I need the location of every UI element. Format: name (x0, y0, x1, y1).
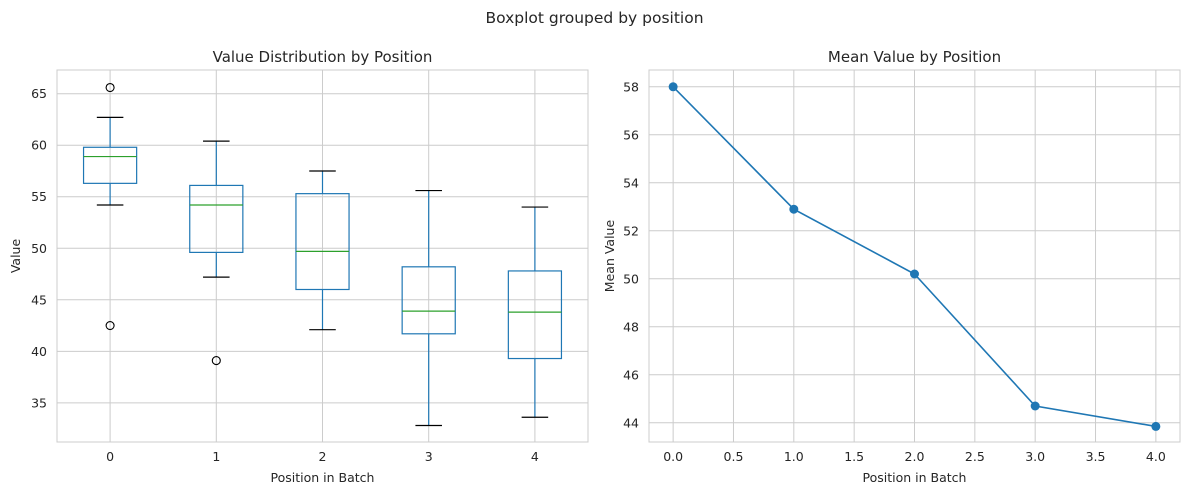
y-tick-label: 54 (623, 175, 639, 190)
iqr-box (507, 270, 563, 360)
y-tick-label: 40 (31, 344, 47, 359)
axes-frame (56, 69, 589, 443)
x-tick-label: 3 (425, 449, 433, 464)
y-tick-label: 45 (31, 292, 47, 307)
box-0 (82, 82, 138, 331)
y-axis-label: Value (8, 239, 23, 274)
x-tick-label: 4.0 (1146, 449, 1166, 464)
mean-point (1030, 401, 1040, 411)
outlier-point (211, 356, 221, 366)
iqr-box (295, 193, 350, 291)
x-tick-label: 1 (212, 449, 220, 464)
mean-point (668, 82, 678, 92)
y-tick-label: 50 (31, 241, 47, 256)
chart-title: Mean Value by Position (828, 48, 1001, 66)
mean-point (910, 269, 919, 279)
outlier-point (105, 321, 115, 331)
y-tick-label: 46 (623, 367, 639, 382)
y-tick-label: 65 (31, 86, 47, 101)
mean-point (1151, 421, 1161, 431)
x-axis-label: Position in Batch (863, 470, 967, 485)
y-tick-label: 44 (623, 415, 639, 430)
y-tick-label: 60 (31, 138, 47, 153)
x-tick-label: 1.5 (844, 449, 864, 464)
iqr-box (189, 184, 244, 253)
y-tick-label: 56 (623, 127, 639, 142)
iqr-box (401, 266, 456, 335)
x-tick-label: 1.0 (784, 449, 804, 464)
mean-line-panel: 0.0 0.5 1.0 1.5 2.0 2.5 3.0 3.5 4.0 44 46 48 50 52 54 5… (602, 48, 1181, 485)
box-1 (189, 140, 244, 366)
x-tick-label: 0.5 (724, 449, 744, 464)
chart-title: Value Distribution by Position (213, 48, 433, 66)
y-tick-label: 52 (623, 223, 639, 238)
iqr-box (82, 146, 138, 184)
x-tick-label: 2.0 (905, 449, 925, 464)
outlier-point (105, 82, 115, 93)
x-tick-label: 2 (319, 449, 327, 464)
x-tick-label: 0 (106, 449, 114, 464)
box-3 (401, 189, 456, 427)
x-tick-label: 0.0 (663, 449, 683, 464)
y-tick-label: 50 (623, 271, 639, 286)
mean-point (789, 204, 799, 214)
y-tick-label: 35 (31, 395, 47, 410)
axes-frame (648, 69, 1181, 443)
y-tick-label: 58 (623, 79, 639, 94)
x-axis-label: Position in Batch (271, 470, 375, 485)
x-tick-label: 4 (531, 449, 539, 464)
y-tick-label: 55 (31, 189, 47, 204)
x-tick-label: 2.5 (965, 449, 985, 464)
figure-suptitle: Boxplot grouped by position (485, 9, 703, 27)
y-axis-label: Mean Value (602, 220, 617, 293)
boxplot-panel: 0 1 2 3 4 35 40 45 50 55 60 65 Value Distribution by… (8, 48, 589, 485)
x-tick-label: 3.0 (1025, 449, 1045, 464)
y-tick-label: 48 (623, 319, 639, 334)
box-2 (295, 170, 350, 331)
x-tick-label: 3.5 (1086, 449, 1106, 464)
box-4 (507, 206, 563, 418)
